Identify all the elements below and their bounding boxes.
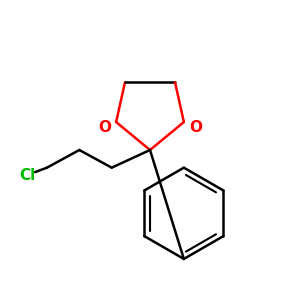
Text: O: O xyxy=(189,120,202,135)
Text: Cl: Cl xyxy=(20,167,36,182)
Text: O: O xyxy=(98,120,111,135)
